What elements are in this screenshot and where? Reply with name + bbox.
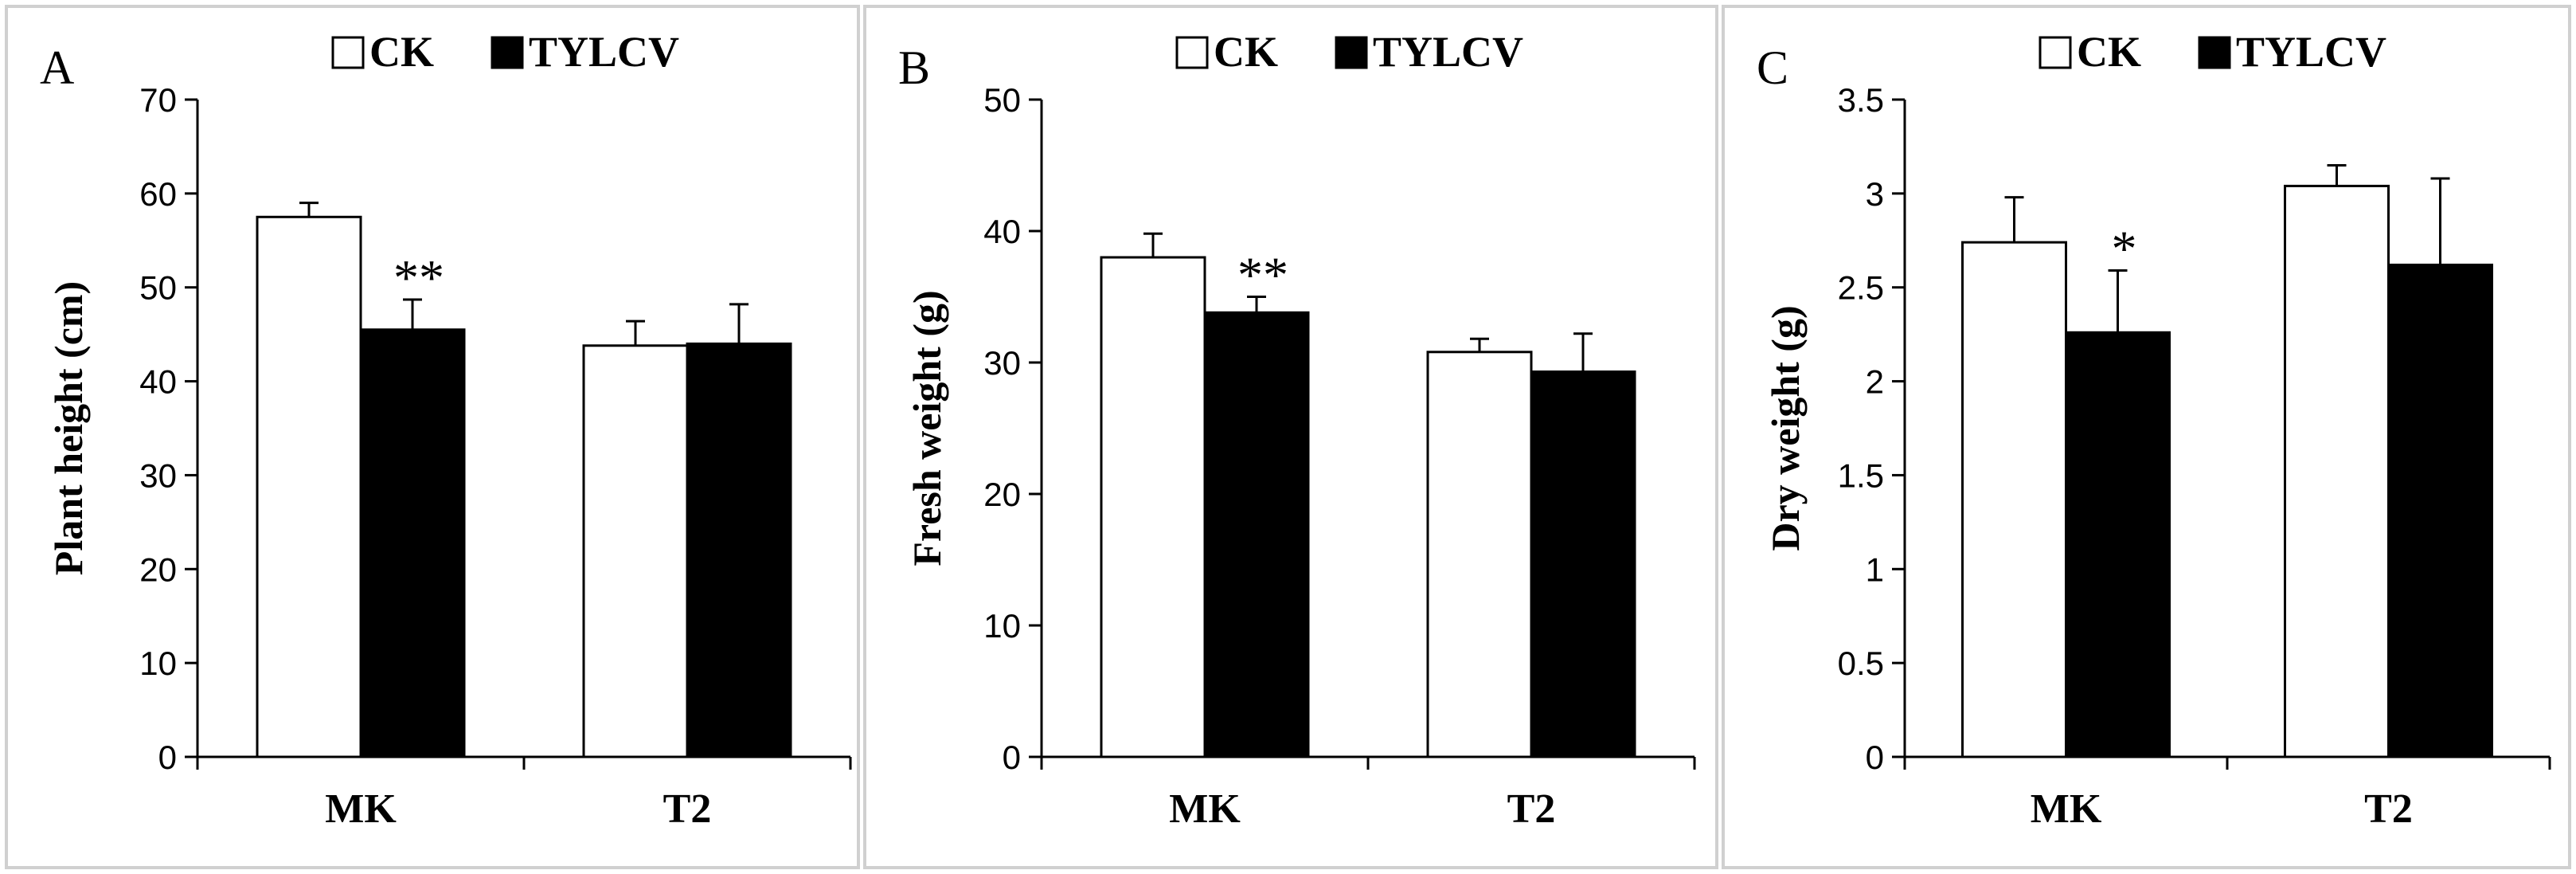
legend-label-tylcv: TYLCV (2236, 28, 2386, 76)
y-tick-label: 0 (158, 739, 177, 776)
bar-tylcv-mk (2065, 331, 2171, 758)
bar-ck-mk (1100, 256, 1206, 758)
chart-panel-a: A Plant height (cm) 0 10 20 30 40 50 60 70 ** MK T2 C… (5, 5, 860, 869)
y-tick-label: 0.5 (1838, 645, 1884, 682)
y-tick-label: 2 (1866, 363, 1884, 401)
significance-marker: ** (1237, 247, 1288, 304)
y-tick-label: 0 (1866, 739, 1884, 776)
y-axis-label: Fresh weight (g) (905, 290, 949, 566)
y-tick-label: 1.5 (1838, 457, 1884, 494)
chart-panel-b: B Fresh weight (g) 0 10 20 30 40 50 ** MK T2 CK TYLC… (863, 5, 1718, 869)
y-tick-label: 1 (1866, 551, 1884, 588)
bar-ck-t2 (582, 344, 689, 758)
y-tick-label: 50 (983, 81, 1021, 119)
y-tick-label: 10 (983, 607, 1021, 645)
significance-marker: * (2112, 221, 2137, 277)
bar-tylcv-t2 (686, 342, 792, 758)
legend-swatch-tylcv (2198, 36, 2231, 69)
y-tick-label: 70 (139, 81, 177, 119)
y-tick-label: 20 (139, 551, 177, 588)
x-category-label: MK (325, 786, 397, 832)
x-category-label: T2 (1507, 786, 1556, 832)
bar-tylcv-t2 (1530, 370, 1636, 758)
legend-label-tylcv: TYLCV (1373, 28, 1523, 76)
legend-swatch-ck (331, 36, 365, 69)
x-category-label: T2 (663, 786, 712, 832)
bar-ck-mk (256, 215, 362, 758)
y-tick-label: 30 (139, 457, 177, 494)
x-category-label: MK (2031, 786, 2102, 832)
legend-label-ck: CK (2077, 28, 2141, 76)
significance-marker: ** (393, 249, 444, 306)
panel-letter: B (898, 41, 930, 94)
legend-label-ck: CK (1214, 28, 1278, 76)
legend-label-ck: CK (369, 28, 434, 76)
panel-letter: C (1757, 41, 1788, 94)
panel-letter: A (40, 41, 74, 94)
legend-swatch-tylcv (1335, 36, 1368, 69)
bar-ck-t2 (1426, 351, 1533, 758)
y-tick-label: 50 (139, 269, 177, 307)
y-axis-label: Dry weight (g) (1763, 305, 1808, 551)
y-tick-label: 30 (983, 344, 1021, 382)
legend-swatch-tylcv (491, 36, 524, 69)
bar-tylcv-mk (1203, 311, 1310, 758)
legend-label-tylcv: TYLCV (529, 28, 679, 76)
y-tick-label: 60 (139, 175, 177, 213)
x-category-label: T2 (2364, 786, 2413, 832)
legend-swatch-ck (1175, 36, 1209, 69)
y-tick-label: 20 (983, 476, 1021, 513)
legend-swatch-ck (2039, 36, 2072, 69)
y-tick-label: 40 (139, 363, 177, 401)
bar-tylcv-mk (359, 328, 466, 758)
y-tick-label: 3 (1866, 175, 1884, 213)
bar-ck-t2 (2284, 184, 2390, 758)
y-axis-label: Plant height (cm) (46, 281, 91, 575)
y-tick-label: 10 (139, 645, 177, 682)
x-category-label: MK (1169, 786, 1241, 832)
bar-tylcv-t2 (2387, 263, 2493, 758)
y-tick-label: 2.5 (1838, 269, 1884, 307)
y-tick-label: 40 (983, 213, 1021, 250)
bar-ck-mk (1961, 241, 2067, 758)
chart-panel-c: C Dry weight (g) 0 0.5 1 1.5 2 2.5 3 3.5 * MK T2 CK TY… (1722, 5, 2571, 869)
y-tick-label: 3.5 (1838, 81, 1884, 119)
y-tick-label: 0 (1003, 739, 1021, 776)
